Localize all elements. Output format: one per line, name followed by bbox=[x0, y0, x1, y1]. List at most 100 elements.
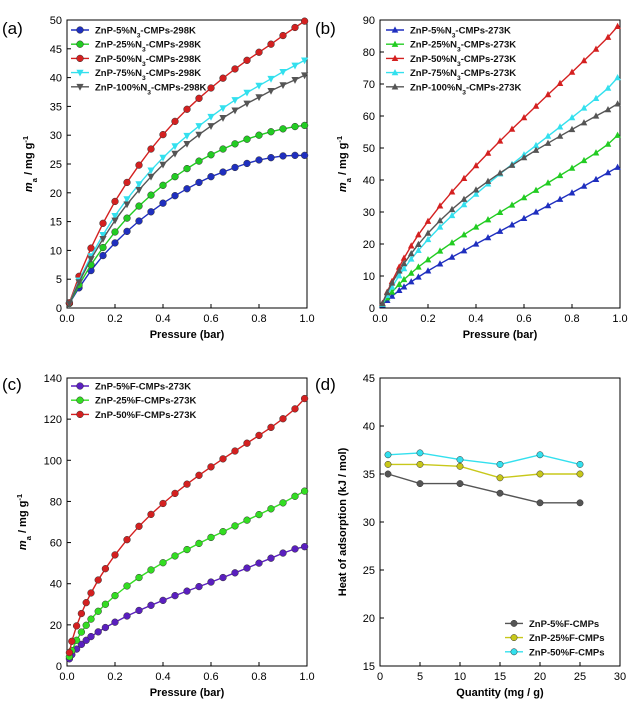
data-point bbox=[436, 260, 444, 267]
legend-label: ZnP-5%F-CMPs-273K bbox=[95, 382, 191, 393]
data-point bbox=[379, 299, 386, 307]
data-point bbox=[147, 208, 155, 216]
data-point bbox=[99, 236, 107, 243]
legend-label: ZnP-50%F-CMPs bbox=[529, 647, 604, 658]
data-point bbox=[159, 130, 167, 139]
data-point bbox=[159, 161, 167, 169]
data-point bbox=[111, 228, 119, 236]
legend-label: ZnP-25%F-CMPs-273K bbox=[95, 396, 196, 407]
data-point bbox=[171, 173, 179, 181]
data-point bbox=[147, 167, 155, 175]
data-point bbox=[592, 149, 600, 156]
x-tick-label: 0.6 bbox=[516, 313, 531, 325]
data-point bbox=[456, 480, 464, 488]
legend-marker bbox=[510, 619, 518, 627]
x-tick-label: 0.8 bbox=[564, 313, 579, 325]
x-tick-label: 30 bbox=[614, 671, 626, 683]
data-point bbox=[436, 247, 444, 254]
data-point bbox=[472, 161, 480, 169]
x-tick-label: 1.0 bbox=[299, 671, 314, 683]
data-point bbox=[383, 289, 391, 296]
x-axis-title: Pressure (bar) bbox=[150, 687, 225, 699]
data-point bbox=[568, 125, 576, 133]
data-point bbox=[87, 244, 95, 252]
data-point bbox=[207, 113, 215, 121]
data-point bbox=[219, 74, 227, 82]
series-znp-50pctf-cmps bbox=[384, 449, 584, 468]
data-point bbox=[544, 179, 552, 186]
data-point bbox=[291, 492, 299, 500]
data-point bbox=[135, 181, 143, 189]
data-point bbox=[111, 551, 119, 559]
data-point bbox=[255, 431, 263, 440]
series-line bbox=[68, 59, 305, 304]
series-znp-5pctn3-cmps-273k bbox=[379, 163, 621, 308]
y-axis-title: ma / mg g-1 bbox=[15, 493, 33, 550]
x-axis-title: Pressure (bar) bbox=[463, 329, 538, 341]
y-tick-label: 30 bbox=[363, 207, 375, 219]
x-tick-label: 0 bbox=[377, 671, 383, 683]
series-znp-100pctn3-cmps-298k bbox=[65, 72, 309, 308]
data-point bbox=[407, 269, 415, 276]
x-tick-label: 0.2 bbox=[420, 313, 435, 325]
data-point bbox=[279, 415, 287, 423]
data-point bbox=[171, 192, 179, 200]
data-point bbox=[532, 186, 540, 193]
series-line bbox=[387, 473, 580, 504]
y-tick-label: 35 bbox=[50, 101, 62, 113]
x-axis-title: Pressure (bar) bbox=[150, 329, 225, 341]
data-point bbox=[472, 186, 480, 193]
data-point bbox=[99, 231, 107, 239]
legend-label: ZnP-5%F-CMPs bbox=[529, 619, 599, 630]
data-point bbox=[520, 153, 528, 161]
plot-frame bbox=[66, 377, 308, 667]
legend-label: ZnP-75%N3-CMPs-298K bbox=[95, 68, 201, 82]
series-line bbox=[68, 124, 305, 304]
data-point bbox=[291, 23, 299, 32]
data-point bbox=[267, 154, 275, 162]
data-point bbox=[395, 286, 403, 294]
data-point bbox=[135, 187, 143, 194]
data-point bbox=[400, 275, 408, 283]
data-point bbox=[395, 280, 403, 287]
data-point bbox=[171, 489, 179, 498]
data-point bbox=[484, 216, 492, 223]
data-point bbox=[195, 582, 203, 591]
data-point bbox=[580, 156, 588, 164]
data-point bbox=[592, 112, 600, 119]
series-znp-50pctf-cmps-273k bbox=[65, 394, 309, 657]
y-tick-label: 15 bbox=[363, 661, 375, 673]
data-point bbox=[415, 240, 422, 247]
chart-panel-1: (a) 0 5 10 15 20 25 30 35 40 45 50 0.0 0.2 0.4 0.6 0.8 1.… bbox=[2, 15, 315, 341]
data-point bbox=[400, 283, 408, 290]
data-point bbox=[231, 163, 239, 172]
legend-item: ZnP-75%N3-CMPs-273K bbox=[386, 68, 516, 82]
data-point bbox=[123, 612, 131, 620]
data-point bbox=[580, 182, 588, 189]
data-point bbox=[568, 164, 576, 171]
data-point bbox=[231, 65, 239, 73]
data-point bbox=[243, 516, 251, 524]
data-point bbox=[207, 173, 215, 181]
data-point bbox=[123, 178, 131, 187]
legend-label: ZnP-75%N3-CMPs-273K bbox=[410, 68, 516, 82]
data-point bbox=[279, 152, 287, 160]
data-point bbox=[415, 273, 422, 280]
data-point bbox=[255, 559, 263, 567]
y-tick-label: 10 bbox=[50, 245, 62, 257]
data-point bbox=[147, 566, 155, 574]
y-tick-label: 25 bbox=[363, 565, 375, 577]
data-point bbox=[496, 474, 504, 482]
data-point bbox=[604, 84, 612, 91]
series-line bbox=[387, 452, 581, 466]
data-point bbox=[407, 249, 415, 257]
data-point bbox=[147, 191, 155, 199]
data-point bbox=[508, 201, 516, 208]
panel-label: (a) bbox=[2, 19, 23, 38]
data-point bbox=[267, 505, 275, 513]
y-axis-title: Heat of adsorption (kJ / mol) bbox=[337, 447, 349, 596]
data-point bbox=[424, 229, 432, 236]
data-point bbox=[77, 640, 86, 649]
panel-label: (c) bbox=[2, 375, 22, 394]
data-point bbox=[592, 45, 600, 52]
